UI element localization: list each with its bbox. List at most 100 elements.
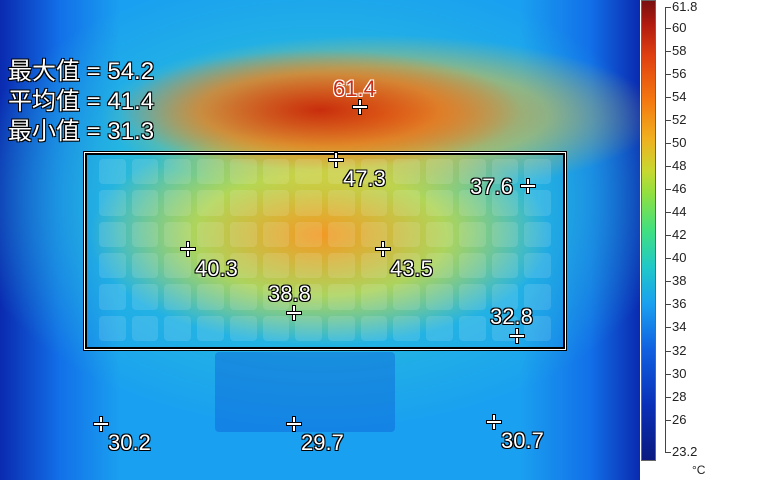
key [229, 315, 257, 341]
key [164, 284, 192, 310]
spot-crosshair[interactable] [94, 417, 108, 431]
key [524, 253, 551, 279]
key [197, 190, 224, 216]
key [295, 221, 322, 247]
measurement-rectangle[interactable] [83, 151, 567, 351]
key [262, 190, 290, 216]
key [164, 221, 192, 247]
tick-label: 46 [672, 181, 687, 197]
key [99, 253, 126, 279]
tick-mark [665, 166, 671, 168]
key [99, 284, 126, 310]
spot-crosshair[interactable] [181, 242, 195, 256]
key [295, 315, 322, 341]
key [426, 253, 453, 279]
key [458, 221, 486, 247]
key [131, 159, 159, 185]
key [458, 253, 486, 279]
spot-crosshair[interactable] [287, 417, 301, 431]
tick-mark [665, 281, 671, 283]
tick-mark [665, 258, 671, 260]
key [164, 159, 192, 185]
tick-label: 54 [672, 88, 687, 104]
key [131, 284, 159, 310]
key [327, 253, 355, 279]
tick-label: 48 [672, 158, 687, 174]
key [131, 253, 159, 279]
tick-mark [665, 452, 671, 453]
tick-label: 32 [672, 342, 687, 358]
key [262, 253, 290, 279]
key [491, 284, 519, 310]
key [197, 315, 224, 341]
tick-label: 34 [672, 319, 687, 335]
key [458, 284, 486, 310]
key [197, 221, 224, 247]
key [197, 159, 224, 185]
spot-crosshair[interactable] [287, 306, 301, 320]
key [327, 159, 355, 185]
tick-mark [665, 50, 671, 52]
spot-temperature: 29.7 [301, 430, 344, 455]
tick-mark [665, 189, 671, 191]
key [164, 190, 192, 216]
spot-crosshair[interactable] [376, 242, 390, 256]
tick-mark [665, 143, 671, 145]
key [393, 190, 421, 216]
key [393, 253, 421, 279]
tick-mark [665, 96, 671, 98]
key [295, 253, 322, 279]
key [458, 315, 486, 341]
key [229, 221, 257, 247]
touchpad-area [215, 352, 395, 432]
tick-label: 30 [672, 365, 687, 381]
key [99, 159, 126, 185]
average-value: 平均值 = 41.4 [8, 88, 155, 115]
min-value: 最小值 = 31.3 [8, 118, 155, 145]
tick-mark [665, 27, 671, 29]
key [131, 190, 159, 216]
key [524, 284, 551, 310]
key [131, 221, 159, 247]
key [524, 190, 551, 216]
color-scale-axis [665, 7, 666, 452]
max-value: 最大值 = 54.2 [8, 58, 155, 85]
tick-label: 60 [672, 19, 687, 35]
tick-label: 28 [672, 388, 687, 404]
spot-crosshair[interactable] [487, 415, 501, 429]
key [164, 315, 192, 341]
tick-mark [665, 212, 671, 214]
spot-crosshair[interactable] [353, 100, 367, 114]
spot-temperature: 30.2 [108, 430, 151, 455]
key [458, 190, 486, 216]
key [99, 190, 126, 216]
key [524, 315, 551, 341]
spot-crosshair[interactable] [329, 153, 343, 167]
key [491, 253, 519, 279]
key [229, 284, 257, 310]
spot-crosshair[interactable] [510, 329, 524, 343]
spot-crosshair[interactable] [521, 179, 535, 193]
tick-label: 61.8 [672, 0, 698, 14]
key [360, 159, 388, 185]
tick-mark [665, 119, 671, 121]
tick-label: 44 [672, 204, 687, 220]
spot-temperature: 61.4 [333, 76, 376, 101]
tick-mark [665, 304, 671, 306]
thermal-image [0, 0, 640, 480]
key [327, 190, 355, 216]
key [229, 190, 257, 216]
tick-label: 42 [672, 227, 687, 243]
key [295, 284, 322, 310]
tick-label: 26 [672, 411, 687, 427]
key [229, 159, 257, 185]
key [262, 315, 290, 341]
tick-label: 58 [672, 42, 687, 58]
spot-temperature: 47.3 [343, 166, 386, 191]
key [458, 159, 486, 185]
tick-label: 50 [672, 135, 687, 151]
key [164, 253, 192, 279]
key [197, 253, 224, 279]
key [99, 315, 126, 341]
key [426, 190, 453, 216]
